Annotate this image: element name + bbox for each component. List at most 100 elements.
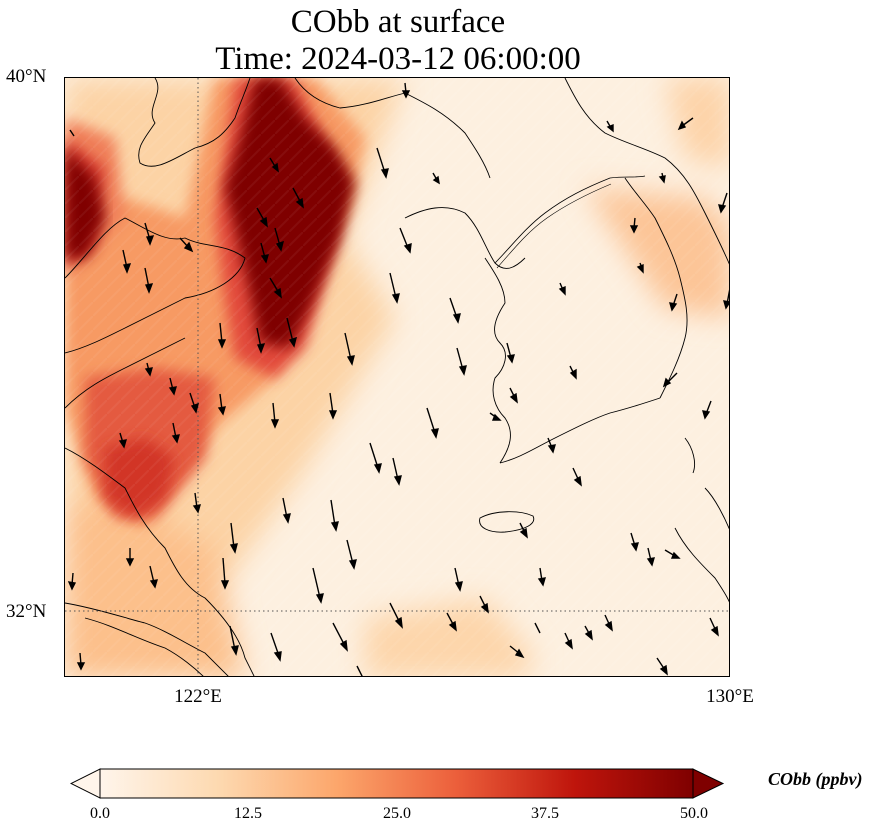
map-time: Time: 2024-03-12 06:00:00 — [215, 41, 581, 77]
wind-vector — [569, 365, 577, 380]
coastline-yalu-2 — [496, 183, 612, 269]
wind-vector — [564, 632, 573, 650]
wind-vector — [449, 297, 461, 324]
wind-vector — [256, 207, 268, 228]
colorbar-gradient — [99, 768, 694, 799]
wind-vector — [274, 227, 284, 252]
wind-vector — [312, 567, 324, 604]
wind-vector — [122, 249, 132, 274]
jeju-island — [479, 511, 535, 533]
wind-vector — [217, 322, 227, 349]
wind-vector — [584, 625, 593, 641]
wind-vector — [282, 497, 291, 524]
gridlines — [65, 78, 729, 676]
wind-vector — [192, 492, 201, 514]
wind-vector — [270, 402, 280, 429]
wind-vector — [509, 645, 525, 659]
colorbar-tick-4: 50.0 — [680, 805, 708, 822]
wind-vector — [292, 187, 304, 209]
wind-vector — [677, 117, 694, 131]
wind-vector — [125, 548, 135, 567]
wind-vector — [189, 392, 199, 414]
wind-vector — [709, 617, 719, 637]
wind-vector — [519, 522, 528, 539]
colorbar — [70, 768, 725, 799]
wind-vector — [286, 317, 297, 348]
colorbar-extend-min — [70, 768, 101, 799]
wind-vector — [389, 602, 403, 629]
wind-vector — [328, 392, 338, 420]
wind-vector — [479, 595, 489, 614]
wind-vector — [217, 393, 226, 416]
concentration-field — [65, 78, 729, 676]
wind-vector — [558, 282, 566, 296]
colorbar-extend-max — [692, 768, 725, 799]
wind-vector — [369, 442, 382, 474]
coastline-japan-2 — [674, 527, 729, 603]
coastline-korea-east — [624, 177, 688, 399]
wind-vector — [332, 622, 348, 652]
wind-vector — [446, 612, 457, 632]
wind-vector — [509, 387, 518, 404]
wind-vector — [220, 557, 230, 590]
wind-vector — [669, 293, 678, 312]
wind-vector — [658, 172, 666, 184]
coastline-korea-west — [484, 257, 511, 464]
wind-vector — [432, 172, 440, 185]
lon-label-130e: 130°E — [706, 686, 754, 707]
lat-label-40n: 40°N — [6, 66, 47, 87]
wind-vector — [506, 342, 515, 364]
wind-vector — [392, 457, 402, 486]
wind-vector — [636, 262, 644, 274]
wind-vector — [646, 547, 655, 567]
wind-vector — [630, 532, 639, 552]
wind-vector — [376, 147, 389, 179]
coastline-china-north — [138, 78, 251, 167]
wind-vector — [118, 432, 127, 449]
map-title: CObb at surface — [290, 4, 506, 40]
wind-vector — [330, 499, 339, 532]
wind-vector — [547, 437, 556, 454]
wind-vector — [229, 625, 239, 656]
map-panel — [64, 77, 730, 677]
wind-vector — [723, 289, 729, 310]
wind-vector — [401, 82, 411, 99]
wind-vector — [537, 567, 546, 587]
wind-vector — [67, 572, 77, 591]
wind-vector — [260, 242, 269, 264]
wind-vector — [702, 400, 712, 420]
wind-vector — [662, 372, 678, 388]
wind-vector — [144, 267, 154, 294]
wind-vector — [604, 614, 613, 632]
colorbar-tick-3: 37.5 — [531, 805, 559, 822]
wind-vector — [389, 272, 400, 304]
wind-vector — [270, 632, 282, 662]
wind-vector — [656, 657, 668, 676]
coastline-japan — [684, 437, 729, 530]
wind-vector — [179, 237, 194, 253]
wind-vector — [629, 217, 639, 234]
colorbar-label: CObb (ppbv) — [768, 769, 863, 789]
wind-vector — [256, 327, 266, 354]
coastlines — [65, 78, 729, 676]
coastline-manchuria-east — [564, 78, 729, 265]
coastline-china-jiangsu — [65, 447, 255, 676]
coastline-china-shandong-south — [65, 337, 186, 409]
wind-vector — [454, 567, 463, 592]
colorbar-tick-0: 0.0 — [90, 805, 110, 822]
wind-vector — [69, 129, 75, 137]
wind-vector — [534, 622, 541, 634]
wind-vector — [664, 549, 681, 559]
wind-vector — [269, 157, 279, 173]
wind-vector — [144, 362, 153, 377]
wind-vector — [399, 227, 412, 254]
lat-label-32n: 32°N — [6, 601, 47, 622]
map-canvas — [65, 78, 729, 676]
wind-vector — [489, 412, 502, 421]
colorbar-tick-2: 25.0 — [383, 805, 411, 822]
wind-vector — [346, 539, 357, 570]
coastline-korea-south — [499, 397, 661, 464]
coastline-yalu — [494, 175, 646, 264]
wind-vector — [229, 522, 238, 554]
wind-vector — [171, 422, 180, 444]
